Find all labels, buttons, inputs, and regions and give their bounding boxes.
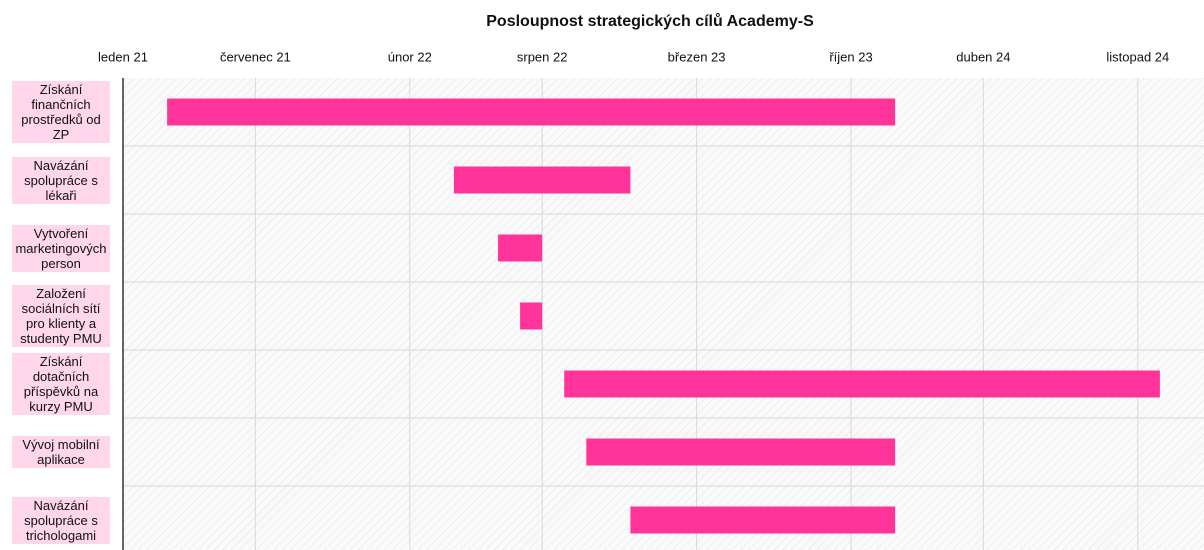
x-tick-label: březen 23	[668, 49, 726, 64]
plot-background	[123, 78, 1204, 550]
task-label: Založení sociálních sítí pro klienty a s…	[12, 285, 110, 347]
bar	[630, 506, 896, 534]
x-tick-label: duben 24	[956, 49, 1010, 64]
task-label-text: Založení sociálních sítí pro klienty a s…	[12, 285, 110, 347]
task-label: Navázání spolupráce s trichologami	[12, 496, 110, 544]
x-tick-label: listopad 24	[1106, 49, 1169, 64]
task-label: Navázání spolupráce s lékaři	[12, 156, 110, 204]
task-label: Získání dotačních příspěvků na kurzy PMU	[12, 353, 110, 415]
task-label-text: Navázání spolupráce s trichologami	[12, 496, 110, 544]
x-tick-label: srpen 22	[517, 49, 568, 64]
x-tick-label: únor 22	[388, 49, 432, 64]
task-label-text: Vytvoření marketingových person	[12, 224, 110, 272]
x-tick-label: červenec 21	[220, 49, 291, 64]
chart-title: Posloupnost strategických cílů Academy-S	[486, 13, 814, 30]
x-tick-label: leden 21	[98, 49, 148, 64]
bar	[564, 370, 1160, 398]
task-label: Vývoj mobilní aplikace	[12, 436, 110, 468]
bar	[520, 302, 543, 330]
task-label: Získání finančních prostředků od ZP	[12, 81, 110, 143]
bar	[167, 98, 896, 126]
bar	[586, 438, 896, 466]
bar	[453, 166, 631, 194]
task-label-text: Získání finančních prostředků od ZP	[12, 81, 110, 143]
task-label-text: Získání dotačních příspěvků na kurzy PMU	[12, 353, 110, 415]
task-label-text: Navázání spolupráce s lékaři	[12, 156, 110, 204]
task-label-text: Vývoj mobilní aplikace	[12, 436, 110, 468]
task-label: Vytvoření marketingových person	[12, 224, 110, 272]
x-tick-label: říjen 23	[829, 49, 872, 64]
bar	[498, 234, 543, 262]
